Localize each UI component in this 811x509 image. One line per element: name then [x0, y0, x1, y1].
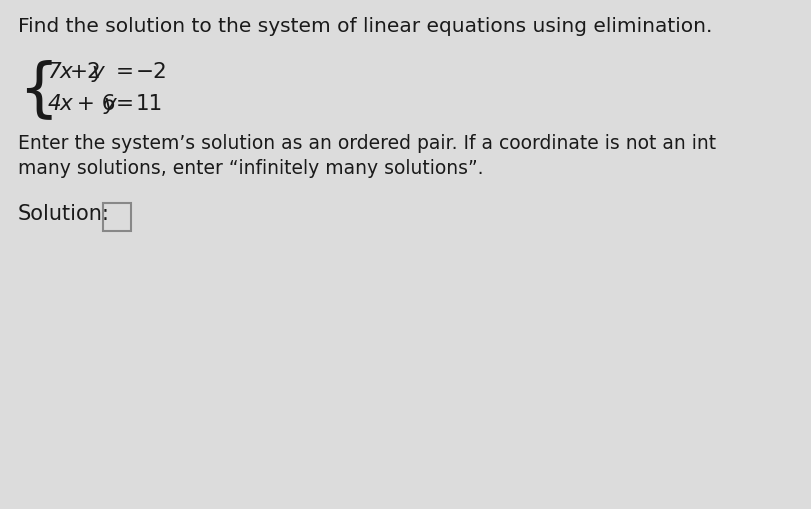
Text: Solution:: Solution:	[18, 204, 109, 224]
Text: y: y	[104, 94, 117, 114]
Text: many solutions, enter “infinitely many solutions”.: many solutions, enter “infinitely many s…	[18, 159, 483, 178]
Text: {: {	[18, 59, 58, 121]
Text: x: x	[60, 94, 73, 114]
Text: 7: 7	[48, 62, 62, 82]
Text: +2: +2	[70, 62, 101, 82]
FancyBboxPatch shape	[103, 203, 131, 231]
Text: −2: −2	[135, 62, 168, 82]
Text: + 6: + 6	[70, 94, 115, 114]
Text: 11: 11	[135, 94, 163, 114]
Text: =: =	[116, 94, 134, 114]
Text: y: y	[92, 62, 105, 82]
Text: Enter the system’s solution as an ordered pair. If a coordinate is not an int: Enter the system’s solution as an ordere…	[18, 134, 715, 153]
Text: =: =	[116, 62, 134, 82]
Text: Find the solution to the system of linear equations using elimination.: Find the solution to the system of linea…	[18, 17, 711, 36]
Text: x: x	[60, 62, 73, 82]
Text: 4: 4	[48, 94, 62, 114]
